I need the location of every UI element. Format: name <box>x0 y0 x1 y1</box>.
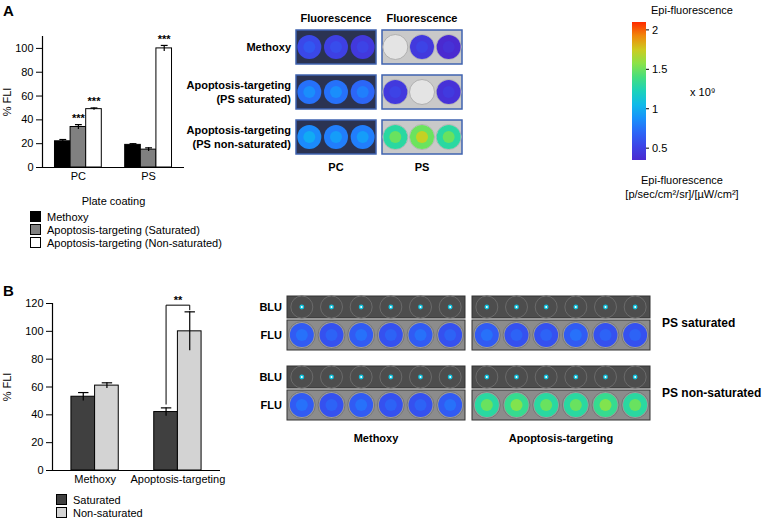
svg-text:Apoptosis-targeting: Apoptosis-targeting <box>509 432 614 444</box>
svg-text:**: ** <box>174 294 183 306</box>
svg-text:PC: PC <box>71 170 86 182</box>
svg-text:1: 1 <box>652 103 658 115</box>
svg-text:100: 100 <box>25 325 43 337</box>
svg-text:(PS non-saturated): (PS non-saturated) <box>193 138 292 150</box>
svg-text:Epi-fluorescence: Epi-fluorescence <box>641 174 723 186</box>
svg-text:40: 40 <box>31 408 43 420</box>
svg-text:Apoptosis-targeting: Apoptosis-targeting <box>187 124 292 136</box>
svg-text:60: 60 <box>21 90 33 102</box>
svg-text:***: *** <box>88 95 102 107</box>
svg-text:A: A <box>3 2 14 19</box>
svg-text:60: 60 <box>31 381 43 393</box>
svg-text:PS: PS <box>415 161 430 173</box>
svg-text:PS non-saturated: PS non-saturated <box>662 386 761 400</box>
svg-text:Apoptosis-targeting: Apoptosis-targeting <box>131 473 226 485</box>
svg-text:[p/sec/cm²/sr]/[µW/cm²]: [p/sec/cm²/sr]/[µW/cm²] <box>625 188 738 200</box>
svg-text:40: 40 <box>21 113 33 125</box>
svg-text:20: 20 <box>31 436 43 448</box>
svg-text:***: *** <box>158 33 172 45</box>
svg-text:120: 120 <box>25 297 43 309</box>
svg-text:80: 80 <box>31 353 43 365</box>
svg-text:2: 2 <box>652 24 658 36</box>
svg-text:BLU: BLU <box>259 371 282 383</box>
svg-text:PS saturated: PS saturated <box>662 316 735 330</box>
svg-text:0.5: 0.5 <box>652 142 667 154</box>
svg-text:PS: PS <box>141 170 156 182</box>
svg-text:FLU: FLU <box>261 399 282 411</box>
svg-text:% FLI: % FLI <box>1 88 13 117</box>
html-text:Non-saturated: Non-saturated <box>73 506 143 519</box>
html-text:Saturated: Saturated <box>73 493 121 506</box>
svg-text:% FLI: % FLI <box>1 373 13 402</box>
html-text:Methoxy: Methoxy <box>47 210 89 223</box>
html-text:Apoptosis-targeting (Saturated: Apoptosis-targeting (Saturated) <box>47 223 200 236</box>
svg-text:***: *** <box>72 112 86 124</box>
svg-text:x 10⁹: x 10⁹ <box>690 86 716 98</box>
svg-text:0: 0 <box>27 161 33 173</box>
html-text:Apoptosis-targeting (Non-satur: Apoptosis-targeting (Non-saturated) <box>47 236 222 249</box>
svg-text:Plate coating: Plate coating <box>82 195 146 207</box>
svg-text:Methoxy: Methoxy <box>74 473 116 485</box>
svg-text:Methoxy: Methoxy <box>246 41 292 53</box>
svg-text:Fluorescence: Fluorescence <box>301 12 372 24</box>
svg-text:1.5: 1.5 <box>652 63 667 75</box>
svg-text:Methoxy: Methoxy <box>354 432 400 444</box>
svg-text:Apoptosis-targeting: Apoptosis-targeting <box>187 79 292 91</box>
svg-text:100: 100 <box>15 42 33 54</box>
svg-text:(PS saturated): (PS saturated) <box>216 93 291 105</box>
svg-text:FLU: FLU <box>261 329 282 341</box>
svg-text:0: 0 <box>37 464 43 476</box>
svg-text:B: B <box>3 282 14 299</box>
svg-text:BLU: BLU <box>259 301 282 313</box>
svg-text:Fluorescence: Fluorescence <box>387 12 458 24</box>
svg-text:80: 80 <box>21 66 33 78</box>
svg-text:20: 20 <box>21 137 33 149</box>
svg-text:Epi-fluorescence: Epi-fluorescence <box>651 4 733 16</box>
svg-text:PC: PC <box>328 161 343 173</box>
